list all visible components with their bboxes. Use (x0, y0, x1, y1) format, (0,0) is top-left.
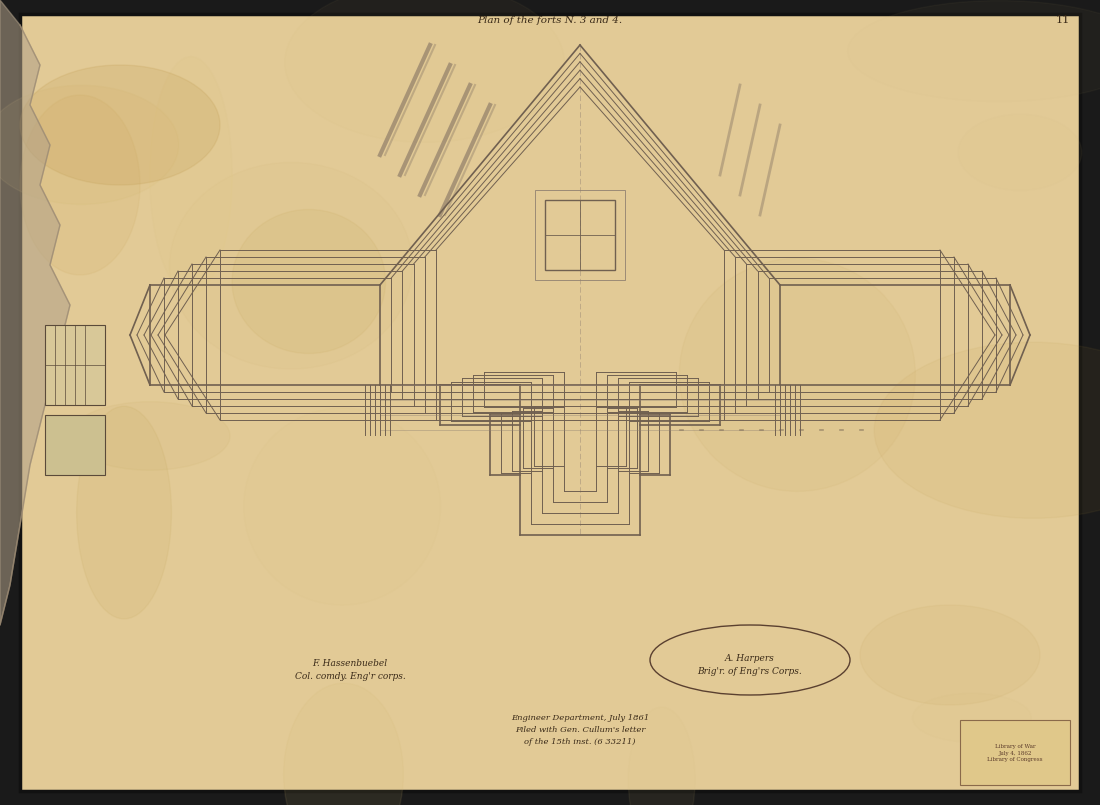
Text: A. Harpers
Brig'r. of Eng'rs Corps.: A. Harpers Brig'r. of Eng'rs Corps. (697, 654, 802, 676)
Bar (45, 415, 104, 475)
Bar (960, 720, 1070, 785)
Bar (544, 200, 615, 270)
Polygon shape (0, 0, 70, 625)
Ellipse shape (0, 85, 179, 204)
Text: Engineer Department, July 1861
Filed with Gen. Cullum's letter
of the 15th inst.: Engineer Department, July 1861 Filed wit… (510, 714, 649, 746)
Ellipse shape (628, 707, 695, 805)
Bar (45, 325, 104, 405)
Ellipse shape (913, 693, 1032, 742)
Text: 11: 11 (1056, 15, 1070, 25)
Bar (535, 190, 625, 280)
Ellipse shape (20, 95, 140, 275)
Ellipse shape (284, 683, 404, 805)
Ellipse shape (150, 56, 232, 294)
Ellipse shape (77, 407, 172, 619)
Text: F. Hassenbuebel
Col. comdy. Eng'r corps.: F. Hassenbuebel Col. comdy. Eng'r corps. (295, 659, 406, 681)
Text: Library of War
July 4, 1862
Library of Congress: Library of War July 4, 1862 Library of C… (988, 744, 1043, 762)
Ellipse shape (874, 342, 1100, 518)
Ellipse shape (860, 605, 1040, 705)
Ellipse shape (20, 65, 220, 185)
Ellipse shape (70, 402, 230, 470)
Ellipse shape (232, 209, 385, 353)
Ellipse shape (680, 258, 915, 491)
Text: Plan of the forts N. 3 and 4.: Plan of the forts N. 3 and 4. (477, 15, 623, 24)
